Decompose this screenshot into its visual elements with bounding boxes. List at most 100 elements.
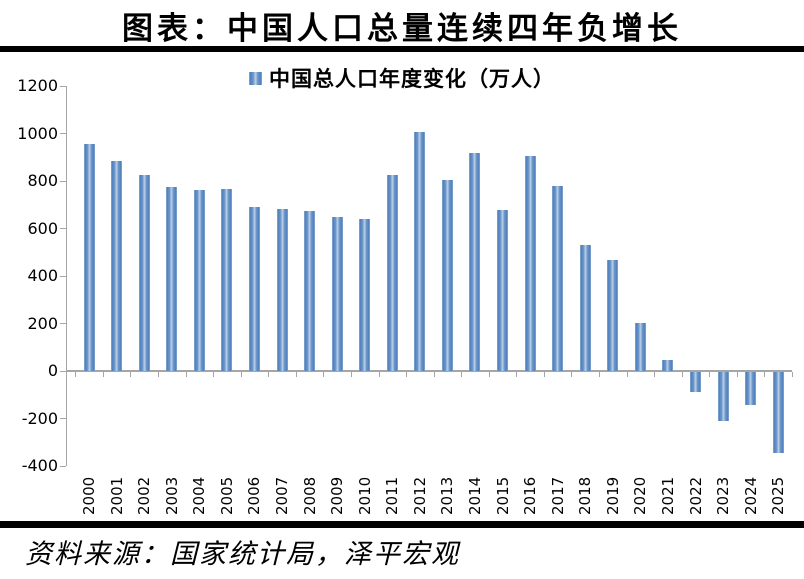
x-tick-label: 2002 bbox=[135, 476, 154, 515]
x-tick-label: 2025 bbox=[769, 476, 788, 515]
y-axis-tick bbox=[60, 323, 66, 324]
x-axis-tick bbox=[213, 372, 215, 377]
bar-2025 bbox=[772, 372, 784, 453]
bar-2003 bbox=[166, 187, 178, 371]
bar-2017 bbox=[552, 185, 564, 371]
x-tick-label: 2021 bbox=[658, 476, 677, 515]
x-axis-tick bbox=[102, 372, 104, 377]
bar-2018 bbox=[579, 245, 591, 371]
y-axis-tick bbox=[60, 85, 66, 87]
x-axis-tick bbox=[433, 372, 435, 377]
x-tick-label: 2003 bbox=[162, 476, 181, 515]
divider-top bbox=[0, 46, 804, 52]
x-axis-tick bbox=[571, 372, 573, 377]
bar-2019 bbox=[607, 260, 619, 371]
bar-2005 bbox=[221, 188, 233, 371]
x-axis-tick bbox=[736, 372, 738, 377]
y-axis-tick bbox=[60, 275, 66, 277]
divider-bottom bbox=[0, 521, 804, 528]
plot-area: 1200 1000 800 600 400 200 0 -200 -400 2000 2001 200… bbox=[17, 77, 793, 515]
x-axis-tick bbox=[185, 372, 187, 377]
x-tick-label: 2016 bbox=[521, 476, 540, 515]
bar-2022 bbox=[690, 372, 701, 393]
y-tick-label: 1000 bbox=[17, 123, 58, 143]
x-axis-tick bbox=[516, 372, 518, 377]
y-axis-line bbox=[66, 86, 67, 466]
x-tick-label: 2018 bbox=[576, 476, 595, 515]
x-axis-tick bbox=[268, 372, 270, 377]
bar-2009 bbox=[331, 216, 343, 371]
y-axis-tick bbox=[60, 180, 66, 182]
x-axis-tick bbox=[764, 372, 766, 377]
x-tick-label: 2008 bbox=[300, 476, 319, 515]
y-axis-tick bbox=[60, 465, 66, 467]
bar-2013 bbox=[441, 180, 453, 371]
legend-color-swatch bbox=[249, 71, 262, 85]
y-tick-label: -200 bbox=[21, 408, 58, 428]
x-axis-tick bbox=[240, 372, 242, 377]
chart-title: 图表：中国人口总量连续四年负增长 bbox=[122, 11, 682, 46]
x-tick-label: 2017 bbox=[548, 476, 567, 515]
x-axis-tick bbox=[709, 372, 711, 377]
x-tick-label: 2023 bbox=[714, 476, 733, 515]
bar-2016 bbox=[524, 155, 536, 371]
x-tick-label: 2014 bbox=[465, 476, 484, 515]
bar-2015 bbox=[497, 209, 509, 371]
bar-2012 bbox=[414, 132, 426, 371]
bar-2023 bbox=[717, 372, 729, 422]
x-axis-zero-line bbox=[66, 370, 792, 372]
x-axis-tick bbox=[488, 372, 490, 377]
x-tick-label: 2005 bbox=[217, 476, 236, 515]
bar-2010 bbox=[359, 218, 371, 371]
x-tick-label: 2000 bbox=[80, 476, 99, 515]
x-axis-tick bbox=[543, 372, 545, 377]
x-axis-tick bbox=[295, 372, 297, 377]
x-axis-tick bbox=[626, 372, 628, 377]
bar-2002 bbox=[138, 174, 150, 371]
x-tick-label: 2019 bbox=[603, 476, 622, 515]
bar-2004 bbox=[193, 190, 205, 371]
x-tick-label: 2013 bbox=[438, 476, 457, 515]
bar-2000 bbox=[83, 143, 95, 371]
source-note: 资料来源：国家统计局，泽平宏观 bbox=[25, 539, 460, 569]
x-tick-label: 2010 bbox=[355, 476, 374, 515]
bar-2011 bbox=[386, 175, 398, 371]
x-axis-tick bbox=[791, 372, 793, 377]
y-axis-tick bbox=[60, 133, 66, 134]
x-tick-label: 2009 bbox=[328, 476, 347, 515]
bar-2020 bbox=[634, 322, 646, 371]
y-tick-label: -400 bbox=[21, 456, 58, 475]
x-tick-label: 2012 bbox=[410, 476, 429, 515]
x-tick-label: 2022 bbox=[686, 476, 705, 515]
x-axis-tick bbox=[378, 372, 380, 377]
chart-legend: 中国总人口年度变化（万人） bbox=[0, 63, 804, 93]
y-axis-tick bbox=[60, 228, 66, 229]
bar-2014 bbox=[469, 152, 481, 371]
bar-2001 bbox=[111, 161, 123, 371]
legend-label: 中国总人口年度变化（万人） bbox=[269, 67, 555, 91]
x-axis-tick bbox=[75, 372, 77, 377]
bar-2021 bbox=[662, 359, 674, 371]
x-axis-tick bbox=[599, 372, 601, 377]
x-tick-label: 2007 bbox=[273, 476, 292, 515]
x-tick-label: 2001 bbox=[107, 476, 126, 515]
x-tick-label: 2020 bbox=[631, 476, 650, 515]
x-axis-tick bbox=[681, 372, 683, 377]
x-tick-label: 2004 bbox=[190, 476, 209, 515]
y-tick-label: 600 bbox=[27, 218, 58, 238]
bar-2006 bbox=[248, 206, 260, 371]
x-axis-tick bbox=[406, 372, 408, 377]
y-axis-tick bbox=[60, 418, 66, 419]
x-tick-label: 2024 bbox=[741, 476, 760, 515]
bar-2024 bbox=[745, 372, 757, 405]
y-tick-label: 200 bbox=[27, 313, 58, 333]
bar-2007 bbox=[276, 209, 288, 371]
x-tick-label: 2015 bbox=[493, 476, 512, 515]
x-axis-tick bbox=[350, 372, 352, 377]
y-tick-label: 800 bbox=[27, 171, 58, 190]
x-axis-tick bbox=[461, 372, 463, 377]
x-axis-tick bbox=[157, 372, 159, 377]
y-axis-tick bbox=[60, 370, 66, 372]
x-tick-label: 2011 bbox=[383, 476, 402, 515]
